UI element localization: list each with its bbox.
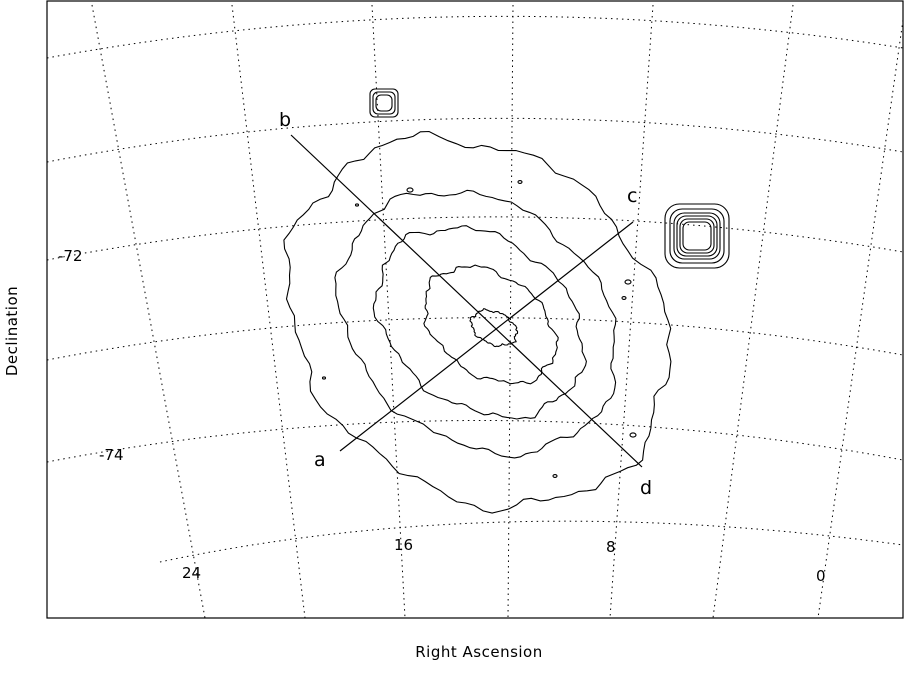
coordinate-grid [46,4,904,619]
contour-island [321,376,327,380]
cut-line-b-d [290,134,643,468]
right-ascension-gridline [231,4,306,619]
cut-label-a: a [314,449,326,471]
x-tick-label: 24 [182,564,201,582]
contour-level [283,130,672,514]
compact-source-contour [369,88,399,118]
compact-source-contour [669,208,725,264]
plot-frame [46,0,904,619]
compact-source-contour [676,215,718,257]
x-axis-label: Right Ascension [415,643,543,661]
contour-island [354,203,360,207]
contour-level [423,264,559,385]
contour-island [517,180,523,184]
contour-island [621,296,627,300]
contour-level [469,307,519,348]
right-ascension-gridline [609,4,654,619]
declination-gridline [159,520,904,563]
declination-gridline [46,420,904,463]
declination-gridline [46,15,904,59]
right-ascension-gridline [817,19,904,619]
contour-island [552,474,558,478]
right-ascension-gridline [507,4,514,619]
contour-level [372,225,587,420]
declination-gridline [46,216,904,261]
contour-map-body [283,88,730,514]
compact-source-contour [372,91,396,115]
contour-level [334,189,617,459]
cut-label-c: c [627,185,637,207]
contour-island [629,432,637,438]
compact-source-contour [375,94,393,112]
right-ascension-gridline [91,4,206,619]
declination-gridline [46,117,904,163]
cut-label-b: b [279,109,291,131]
x-tick-label: 8 [606,538,616,556]
x-tick-label: 0 [816,567,826,585]
y-axis-label: Declination [3,286,21,376]
cut-lines [290,134,643,468]
contour-island [406,187,414,193]
contour-island [624,279,632,285]
right-ascension-gridline [371,4,406,619]
y-tick-label: -74 [99,446,124,464]
cut-label-d: d [640,477,652,499]
declination-gridline [46,317,904,361]
compact-source-contour [682,221,712,251]
compact-source-contour [664,203,730,269]
y-tick-label: -72 [58,247,83,265]
compact-source-contour [673,212,721,260]
cut-line-a-c [339,221,634,452]
compact-source-contour [679,218,715,254]
right-ascension-gridline [712,4,794,619]
x-tick-label: 16 [394,536,413,554]
